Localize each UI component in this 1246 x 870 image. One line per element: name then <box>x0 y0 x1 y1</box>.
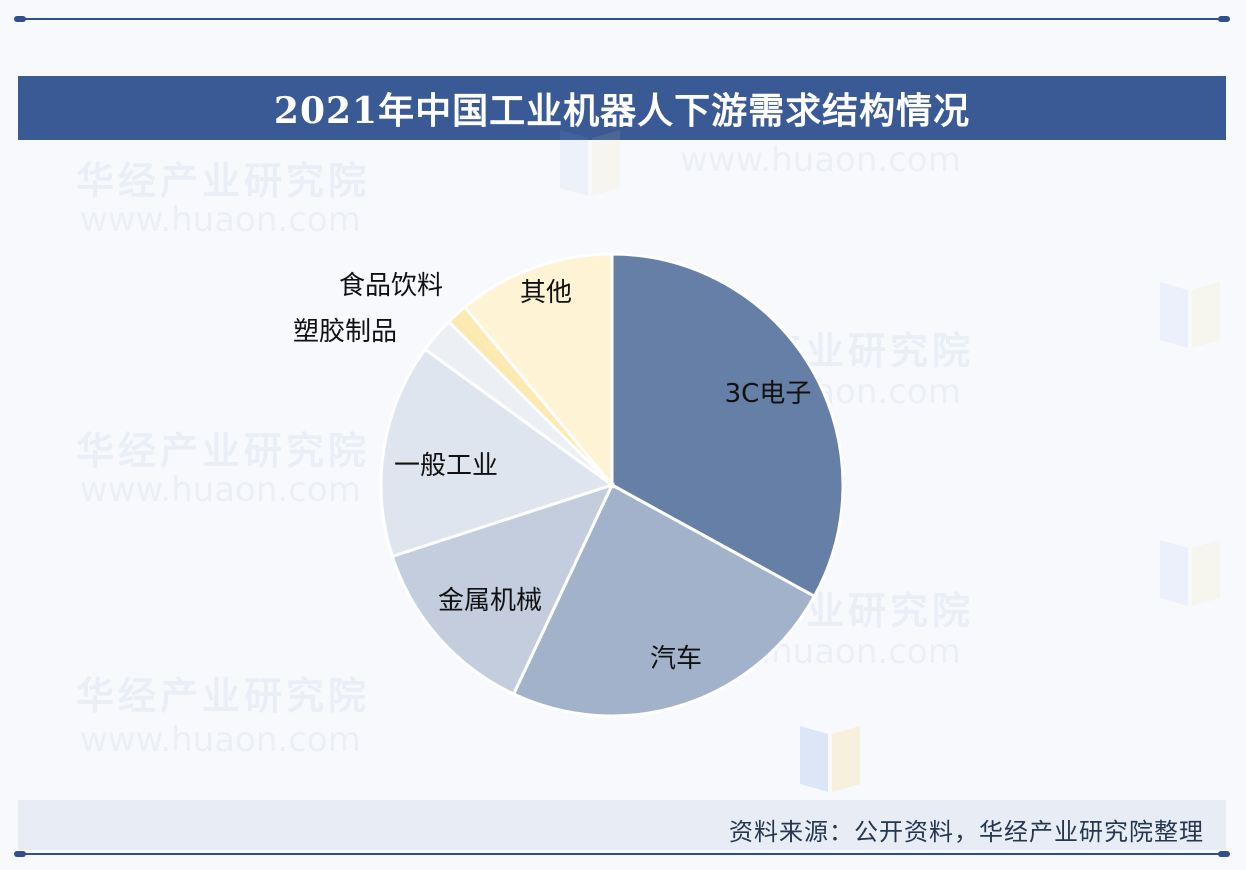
top-rule <box>18 18 1226 20</box>
watermark-text: 华经产业研究院 <box>76 159 371 203</box>
bottom-rule-left-cap <box>14 851 26 857</box>
slice-label-3C电子: 3C电子 <box>725 379 812 409</box>
slice-label-塑胶制品: 塑胶制品 <box>293 317 397 347</box>
slice-label-金属机械: 金属机械 <box>438 586 542 616</box>
slice-label-汽车: 汽车 <box>650 644 702 674</box>
chart-area: 3C电子汽车 金属机械 一般工业 塑胶制品 食品饮料 其他 <box>0 140 1246 800</box>
slice-label-其他: 其他 <box>520 278 572 308</box>
chart-title: 2021年中国工业机器人下游需求结构情况 <box>273 90 971 132</box>
pie-slice-其他 <box>462 252 614 490</box>
pie-slice-3C电子 <box>610 252 845 599</box>
watermark-url: www.huaon.com <box>80 720 361 760</box>
pie-slice-金属机械 <box>390 482 615 697</box>
source-bar: 资料来源：公开资料，华经产业研究院整理 <box>18 800 1226 850</box>
watermark-text: 华经产业研究院 <box>76 429 371 473</box>
pie-slice-一般工业 <box>379 347 616 559</box>
watermark-logo-icon <box>1160 540 1220 606</box>
watermark-url: www.huaon.com <box>680 140 961 180</box>
watermark-url: www.huaon.com <box>80 470 361 510</box>
bottom-rule <box>18 853 1226 855</box>
watermark-text: 华经产业研究院 <box>76 674 371 718</box>
watermark-url: www.huaon.com <box>80 200 361 240</box>
bottom-rule-right-cap <box>1218 851 1230 857</box>
watermark-logo-icon <box>800 726 860 792</box>
watermark-logo-icon <box>560 130 620 196</box>
title-bar: 2021年中国工业机器人下游需求结构情况 <box>18 76 1226 140</box>
top-rule-right-cap <box>1218 16 1230 22</box>
top-rule-left-cap <box>14 16 26 22</box>
pie-slice-汽车 <box>511 482 817 718</box>
watermark-logo-icon <box>1160 282 1220 348</box>
slice-label-一般工业: 一般工业 <box>394 451 498 481</box>
slice-label-食品饮料: 食品饮料 <box>339 271 443 301</box>
source-note: 资料来源：公开资料，华经产业研究院整理 <box>729 818 1204 846</box>
